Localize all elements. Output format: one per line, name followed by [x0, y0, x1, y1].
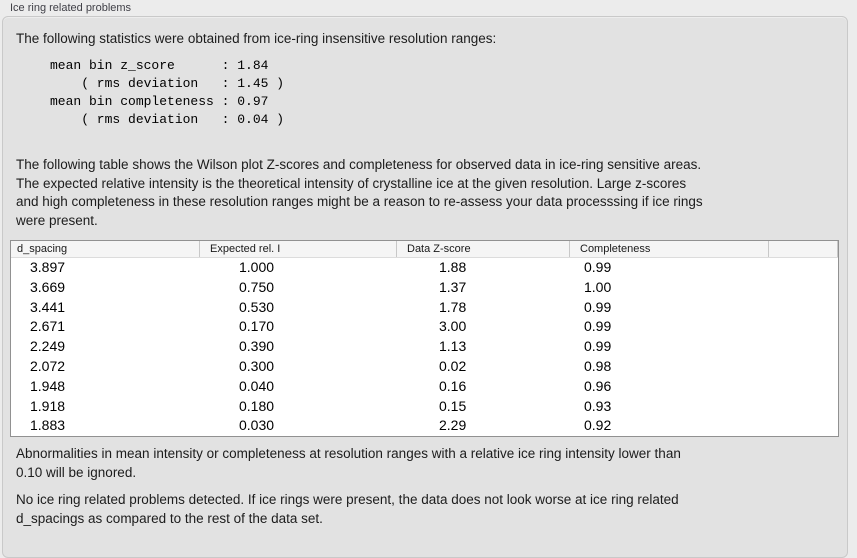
column-header-completeness[interactable]: Completeness [570, 241, 769, 257]
table-cell: 3.897 [30, 259, 66, 275]
table-cell: 0.99 [584, 338, 612, 355]
table-cell: 0.93 [584, 397, 612, 414]
description-line: The following table shows the Wilson plo… [16, 157, 702, 172]
note-line: 0.10 will be ignored. [16, 464, 137, 480]
table-cell: 0.99 [584, 318, 612, 335]
table-header-row: d_spacing Expected rel. I Data Z-score C… [11, 241, 838, 258]
table-cell [769, 278, 838, 298]
table-cell: 0.530 [239, 298, 275, 315]
table-cell: 1.37 [439, 278, 467, 295]
table-cell [769, 377, 838, 397]
table-cell: 0.99 [584, 298, 612, 315]
table-cell: 1.78 [439, 298, 467, 315]
table-cell: 2.29 [439, 417, 467, 434]
table-cell: 0.16 [439, 377, 467, 394]
note-line: Abnormalities in mean intensity or compl… [16, 446, 681, 461]
stat-line: ( rms deviation : 1.45 ) [50, 76, 285, 91]
description-line: were present. [16, 212, 98, 228]
section-title: Ice ring related problems [10, 2, 132, 14]
table-cell: 0.300 [239, 357, 275, 374]
table-cell: 2.249 [30, 338, 66, 355]
table-cell: 0.02 [439, 357, 467, 374]
table-cell: 0.92 [584, 417, 612, 434]
table-row[interactable]: 3.897 1.000 1.88 0.99 [11, 258, 838, 278]
column-header-d-spacing[interactable]: d_spacing [11, 241, 200, 257]
stat-line: mean bin z_score : 1.84 [50, 58, 269, 73]
table-body: 3.897 1.000 1.88 0.99 3.669 0.750 1.37 1… [11, 258, 838, 436]
stat-line: mean bin completeness : 0.97 [50, 94, 269, 109]
table-cell: 1.948 [30, 377, 66, 394]
note-line: d_spacings as compared to the rest of th… [16, 510, 323, 526]
conclusion-note-text: No ice ring related problems detected. I… [16, 491, 679, 528]
table-cell [769, 258, 838, 278]
table-cell [769, 397, 838, 417]
table-cell [769, 317, 838, 337]
table-cell: 0.170 [239, 318, 275, 335]
table-cell: 0.180 [239, 397, 275, 414]
table-cell: 1.883 [30, 417, 66, 434]
table-cell: 1.13 [439, 338, 467, 355]
table-cell: 1.000 [239, 259, 275, 275]
stats-intro-text: The following statistics were obtained f… [16, 31, 497, 46]
table-row[interactable]: 3.669 0.750 1.37 1.00 [11, 278, 838, 298]
table-cell: 2.671 [30, 318, 66, 335]
table-row[interactable]: 2.671 0.170 3.00 0.99 [11, 317, 838, 337]
table-cell [769, 416, 838, 436]
column-header-expected-rel-i[interactable]: Expected rel. I [200, 241, 397, 257]
table-cell [769, 337, 838, 357]
table-cell: 1.88 [439, 259, 467, 275]
column-header-filler [769, 241, 838, 257]
table-cell: 3.441 [30, 298, 66, 315]
table-row[interactable]: 1.948 0.040 0.16 0.96 [11, 377, 838, 397]
table-row[interactable]: 2.249 0.390 1.13 0.99 [11, 337, 838, 357]
table-cell: 3.00 [439, 318, 467, 335]
table-cell: 0.96 [584, 377, 612, 394]
stat-line: ( rms deviation : 0.04 ) [50, 112, 285, 127]
table-cell: 2.072 [30, 357, 66, 374]
ice-ring-table: d_spacing Expected rel. I Data Z-score C… [10, 240, 839, 437]
table-cell: 1.918 [30, 397, 66, 414]
threshold-note-text: Abnormalities in mean intensity or compl… [16, 445, 681, 482]
table-cell [769, 357, 838, 377]
table-cell: 0.390 [239, 338, 275, 355]
table-cell: 0.040 [239, 377, 275, 394]
table-cell: 1.00 [584, 278, 612, 295]
description-line: and high completeness in these resolutio… [16, 194, 703, 209]
table-row[interactable]: 1.918 0.180 0.15 0.93 [11, 397, 838, 417]
table-cell: 3.669 [30, 278, 66, 295]
table-cell: 0.030 [239, 417, 275, 434]
table-cell: 0.98 [584, 357, 612, 374]
table-row[interactable]: 1.883 0.030 2.29 0.92 [11, 416, 838, 436]
column-header-data-z-score[interactable]: Data Z-score [397, 241, 570, 257]
table-row[interactable]: 2.072 0.300 0.02 0.98 [11, 357, 838, 377]
stats-values-block: mean bin z_score : 1.84 ( rms deviation … [50, 57, 284, 129]
description-line: The expected relative intensity is the t… [16, 175, 687, 191]
table-cell: 0.15 [439, 397, 467, 414]
table-cell: 0.750 [239, 278, 275, 295]
table-description-text: The following table shows the Wilson plo… [16, 156, 703, 230]
table-cell [769, 298, 838, 318]
note-line: No ice ring related problems detected. I… [16, 492, 679, 507]
table-row[interactable]: 3.441 0.530 1.78 0.99 [11, 298, 838, 318]
table-cell: 0.99 [584, 259, 612, 275]
